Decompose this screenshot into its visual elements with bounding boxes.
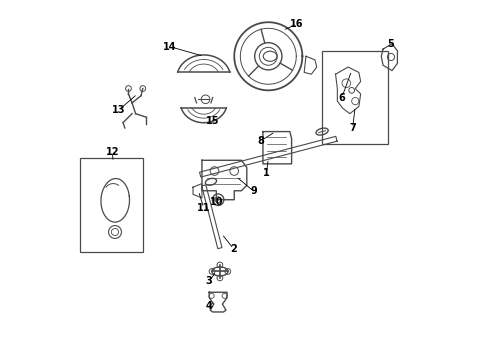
Text: 15: 15	[206, 116, 220, 126]
Text: 10: 10	[210, 197, 223, 207]
Text: 3: 3	[206, 276, 213, 286]
Text: 1: 1	[263, 168, 270, 178]
Text: 2: 2	[230, 244, 237, 254]
Text: 4: 4	[206, 301, 213, 311]
Text: 7: 7	[349, 123, 356, 133]
Text: 11: 11	[197, 203, 211, 213]
Text: 5: 5	[387, 39, 393, 49]
Text: 9: 9	[250, 186, 257, 197]
Bar	[322, 51, 389, 144]
Text: 16: 16	[290, 19, 304, 29]
Text: 13: 13	[112, 105, 125, 115]
Text: 8: 8	[258, 136, 265, 145]
Text: 6: 6	[339, 93, 345, 103]
Text: 12: 12	[105, 147, 119, 157]
Text: 14: 14	[163, 42, 176, 51]
Bar	[80, 158, 143, 252]
